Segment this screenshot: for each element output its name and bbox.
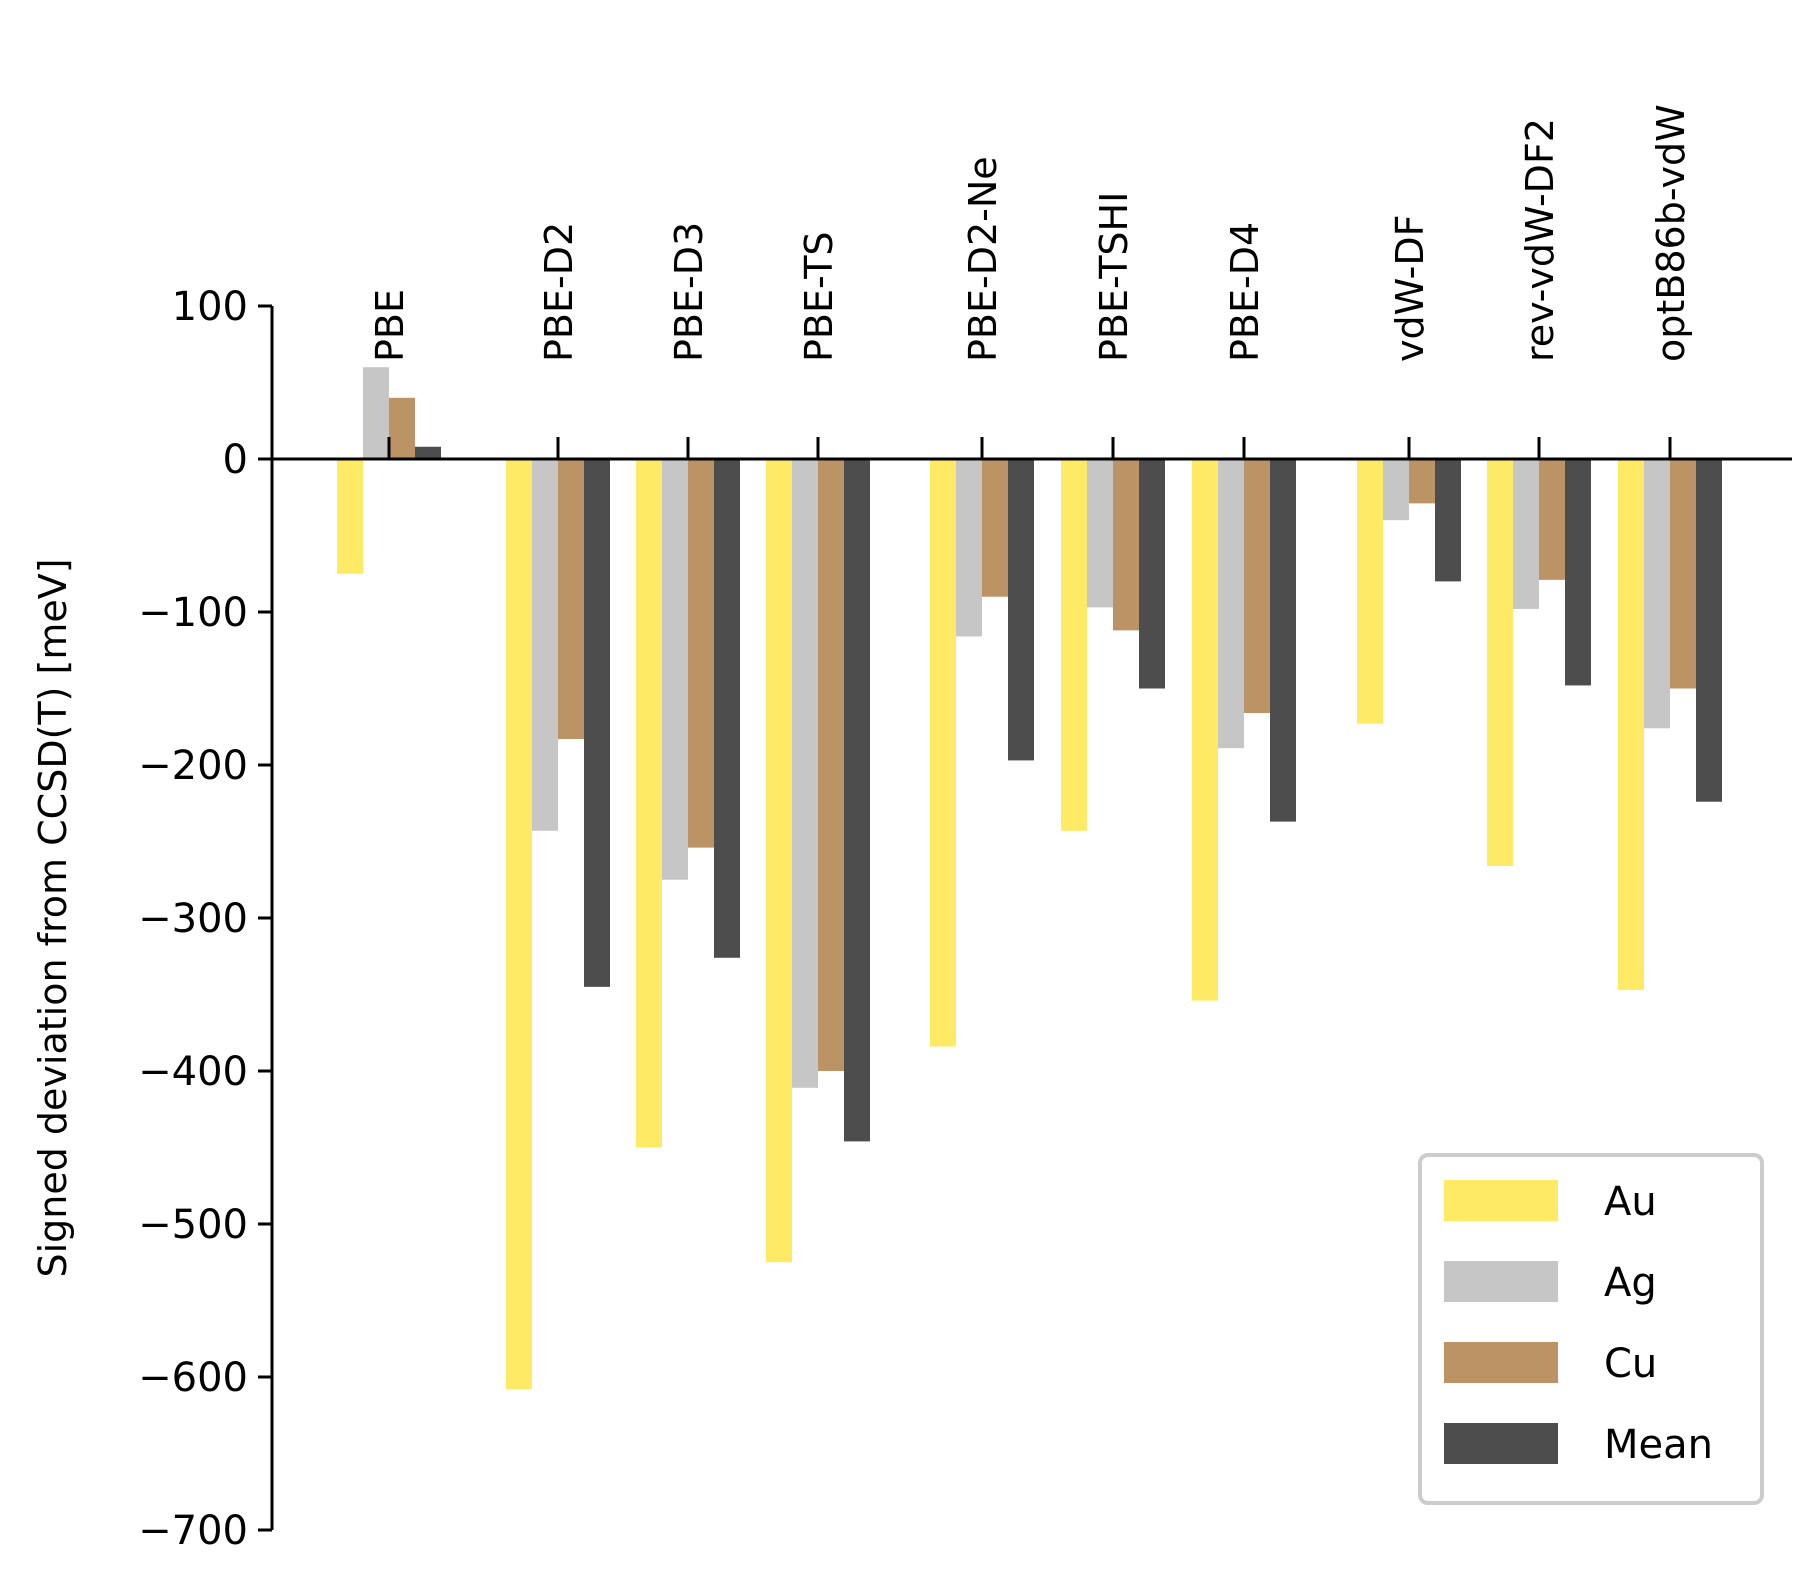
legend-label-mean: Mean xyxy=(1604,1422,1713,1468)
legend-label-ag: Ag xyxy=(1604,1260,1657,1306)
bar-cu-pbe-d2-ne xyxy=(982,459,1008,597)
category-label: PBE xyxy=(368,289,412,362)
legend-box xyxy=(1418,1153,1764,1505)
bar-mean-vdw-df xyxy=(1435,459,1461,582)
category-labels: PBE PBE-D2 PBE-D3 PBE-TS PBE-D2-Ne PBE-TSHI PB… xyxy=(368,104,1693,362)
y-tick-label: −700 xyxy=(138,1508,248,1554)
bar-mean-pbe-ts xyxy=(844,459,870,1142)
y-axis-title: Signed deviation from CCSD(T) [meV] xyxy=(31,558,75,1277)
category-label: PBE-D3 xyxy=(667,222,711,362)
category-ticks xyxy=(387,437,1672,459)
bar-mean-pbe xyxy=(415,446,441,459)
legend-swatch-au xyxy=(1444,1180,1558,1221)
bar-ag-optb86b-vdw xyxy=(1644,459,1670,729)
bar-cu-pbe-d4 xyxy=(1244,459,1270,713)
bar-cu-optb86b-vdw xyxy=(1670,459,1696,689)
bar-cu-pbe xyxy=(389,397,415,459)
bar-au-pbe-ts xyxy=(766,459,792,1263)
category-label: PBE-D4 xyxy=(1223,222,1267,362)
y-tick-label: 0 xyxy=(223,437,248,483)
legend-swatch-mean xyxy=(1444,1423,1558,1464)
category-label: PBE-D2 xyxy=(537,222,581,362)
bar-cu-vdw-df xyxy=(1409,459,1435,504)
y-tick-label: −500 xyxy=(138,1202,248,1248)
bar-au-pbe-d4 xyxy=(1192,459,1218,1001)
bar-ag-pbe-d2 xyxy=(532,459,558,831)
legend-swatch-ag xyxy=(1444,1261,1558,1302)
bar-cu-pbe-ts xyxy=(818,459,844,1071)
bar-ag-pbe-tshi xyxy=(1087,459,1113,608)
bar-ag-rev-vdw-df2 xyxy=(1513,459,1539,609)
category-label: PBE-D2-Ne xyxy=(961,156,1005,362)
category-label: PBE-TS xyxy=(797,231,841,362)
category-label: optB86b-vdW xyxy=(1649,104,1693,362)
bar-ag-pbe-d4 xyxy=(1218,459,1244,749)
bar-ag-vdw-df xyxy=(1383,459,1409,521)
y-tick-label: −100 xyxy=(138,590,248,636)
category-label: rev-vdW-DF2 xyxy=(1518,118,1562,362)
bar-ag-pbe-d3 xyxy=(662,459,688,880)
bar-mean-pbe-d2 xyxy=(584,459,610,987)
category-label: PBE-TSHI xyxy=(1092,192,1136,362)
legend-swatch-cu xyxy=(1444,1342,1558,1383)
legend: Au Ag Cu Mean xyxy=(1418,1153,1764,1505)
bar-au-pbe-tshi xyxy=(1061,459,1087,831)
bar-cu-pbe-d3 xyxy=(688,459,714,848)
y-tick-label: −200 xyxy=(138,743,248,789)
y-tick-label: −300 xyxy=(138,896,248,942)
bar-cu-pbe-tshi xyxy=(1113,459,1139,631)
bar-au-pbe xyxy=(337,459,363,574)
bar-cu-rev-vdw-df2 xyxy=(1539,459,1565,580)
y-axis: 100 0 −100 −200 −300 −400 −500 −600 −700 xyxy=(138,284,274,1554)
legend-label-au: Au xyxy=(1604,1179,1657,1225)
bar-cu-pbe-d2 xyxy=(558,459,584,739)
bar-ag-pbe-ts xyxy=(792,459,818,1088)
bar-au-pbe-d2 xyxy=(506,459,532,1390)
bar-au-pbe-d2-ne xyxy=(930,459,956,1047)
bar-mean-pbe-tshi xyxy=(1139,459,1165,689)
legend-label-cu: Cu xyxy=(1604,1341,1657,1387)
bar-au-rev-vdw-df2 xyxy=(1487,459,1513,866)
bars-group xyxy=(337,367,1722,1390)
bar-mean-pbe-d3 xyxy=(714,459,740,958)
y-tick-label: 100 xyxy=(172,284,248,330)
bar-ag-pbe xyxy=(363,367,389,459)
bar-ag-pbe-d2-ne xyxy=(956,459,982,637)
bar-mean-rev-vdw-df2 xyxy=(1565,459,1591,686)
bar-au-vdw-df xyxy=(1357,459,1383,724)
category-label: vdW-DF xyxy=(1388,215,1432,362)
bar-au-pbe-d3 xyxy=(636,459,662,1148)
bar-mean-optb86b-vdw xyxy=(1696,459,1722,802)
y-tick-label: −400 xyxy=(138,1049,248,1095)
y-tick-label: −600 xyxy=(138,1355,248,1401)
bar-mean-pbe-d4 xyxy=(1270,459,1296,822)
bar-mean-pbe-d2-ne xyxy=(1008,459,1034,761)
bar-au-optb86b-vdw xyxy=(1618,459,1644,990)
